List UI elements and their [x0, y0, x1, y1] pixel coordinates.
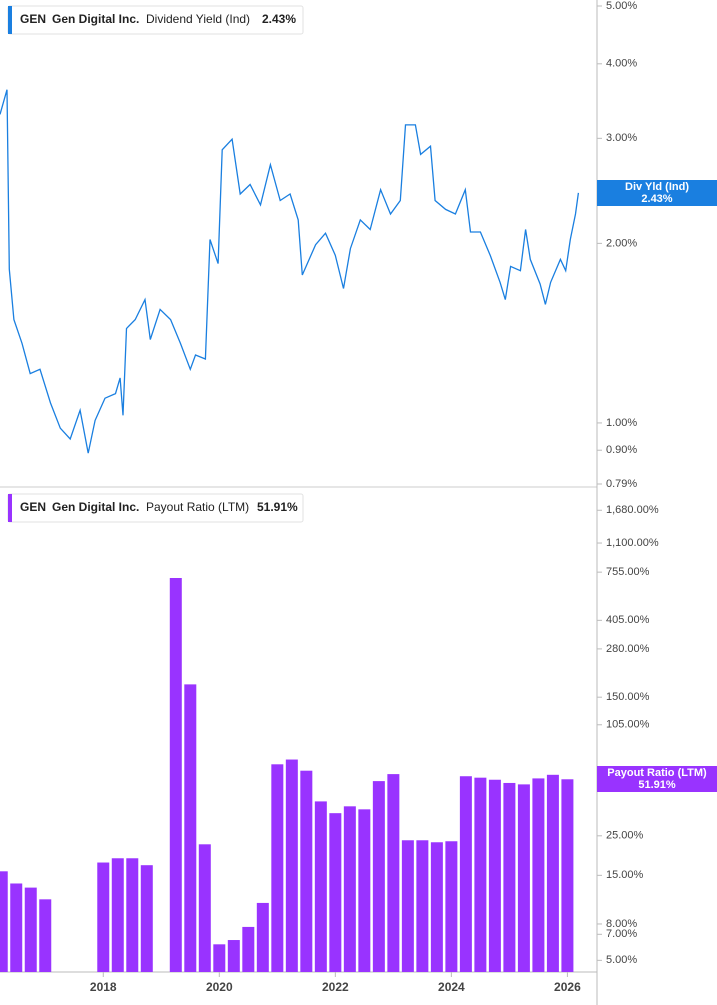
- y-tick-label: 5.00%: [606, 954, 637, 966]
- badge-value: 51.91%: [638, 779, 676, 791]
- legend: GEN Gen Digital Inc. Dividend Yield (Ind) 2…: [7, 5, 304, 35]
- bar: [401, 840, 414, 972]
- bar: [39, 899, 52, 972]
- bar: [0, 871, 8, 972]
- bar: [140, 865, 153, 972]
- value-badge: [597, 180, 717, 206]
- legend: GEN Gen Digital Inc. Payout Ratio (LTM) 51.…: [7, 493, 304, 523]
- y-tick-label: 1.00%: [606, 417, 637, 429]
- x-tick-label: 2022: [322, 980, 349, 994]
- badge-label: Payout Ratio (LTM): [607, 767, 707, 779]
- y-tick-label: 150.00%: [606, 691, 650, 703]
- y-tick-label: 1,680.00%: [606, 504, 659, 516]
- y-tick-label: 15.00%: [606, 869, 644, 881]
- legend-value: 2.43%: [262, 12, 296, 26]
- bar: [387, 774, 400, 972]
- y-tick-label: 8.00%: [606, 918, 637, 930]
- bar: [198, 844, 211, 972]
- x-tick-label: 2026: [554, 980, 581, 994]
- bar: [561, 779, 574, 972]
- x-tick-label: 2018: [90, 980, 117, 994]
- bar: [271, 764, 284, 972]
- badge-value: 2.43%: [641, 193, 672, 205]
- legend-company: Gen Digital Inc.: [52, 12, 139, 26]
- y-tick-label: 7.00%: [606, 928, 637, 940]
- y-tick-label: 405.00%: [606, 614, 650, 626]
- y-tick-label: 0.90%: [606, 444, 637, 456]
- bar: [300, 770, 313, 972]
- bar: [445, 841, 458, 972]
- bar: [503, 782, 516, 972]
- legend-swatch: [8, 494, 12, 522]
- y-tick-label: 5.00%: [606, 0, 637, 12]
- bar: [111, 858, 124, 972]
- bar: [474, 777, 487, 972]
- bar: [517, 784, 530, 972]
- y-tick-label: 280.00%: [606, 643, 650, 655]
- bar: [227, 940, 240, 972]
- legend-series: Dividend Yield (Ind): [146, 12, 250, 26]
- y-tick-label: 0.79%: [606, 478, 637, 490]
- bar: [343, 806, 356, 972]
- bar: [488, 779, 501, 972]
- bar: [10, 883, 23, 972]
- y-tick-label: 1,100.00%: [606, 537, 659, 549]
- bar: [24, 887, 37, 972]
- bar: [459, 776, 472, 972]
- legend-ticker: GEN: [20, 12, 46, 26]
- legend-series: Payout Ratio (LTM): [146, 500, 249, 514]
- bar: [242, 926, 255, 972]
- badge-label: Div Yld (Ind): [625, 181, 689, 193]
- bar: [416, 840, 429, 972]
- bar: [256, 902, 269, 972]
- bar: [213, 944, 226, 972]
- bar: [532, 778, 545, 972]
- bar: [430, 842, 443, 972]
- bar: [329, 813, 342, 972]
- bar: [184, 684, 197, 972]
- y-tick-label: 2.00%: [606, 237, 637, 249]
- bar: [169, 577, 182, 972]
- x-tick-label: 2020: [206, 980, 233, 994]
- y-tick-label: 755.00%: [606, 566, 650, 578]
- bar: [285, 759, 298, 972]
- bar: [546, 774, 559, 972]
- y-tick-label: 3.00%: [606, 132, 637, 144]
- legend-company: Gen Digital Inc.: [52, 500, 139, 514]
- y-tick-label: 4.00%: [606, 58, 637, 70]
- x-tick-label: 2024: [438, 980, 465, 994]
- legend-ticker: GEN: [20, 500, 46, 514]
- bar: [126, 858, 139, 972]
- line: [0, 89, 580, 454]
- bar: [314, 801, 327, 972]
- y-tick-label: 25.00%: [606, 830, 644, 842]
- y-tick-label: 105.00%: [606, 719, 650, 731]
- legend-value: 51.91%: [257, 500, 298, 514]
- bar: [358, 809, 371, 972]
- legend-swatch: [8, 6, 12, 34]
- value-badge: [597, 766, 717, 792]
- bar: [97, 862, 110, 972]
- bar: [372, 781, 385, 972]
